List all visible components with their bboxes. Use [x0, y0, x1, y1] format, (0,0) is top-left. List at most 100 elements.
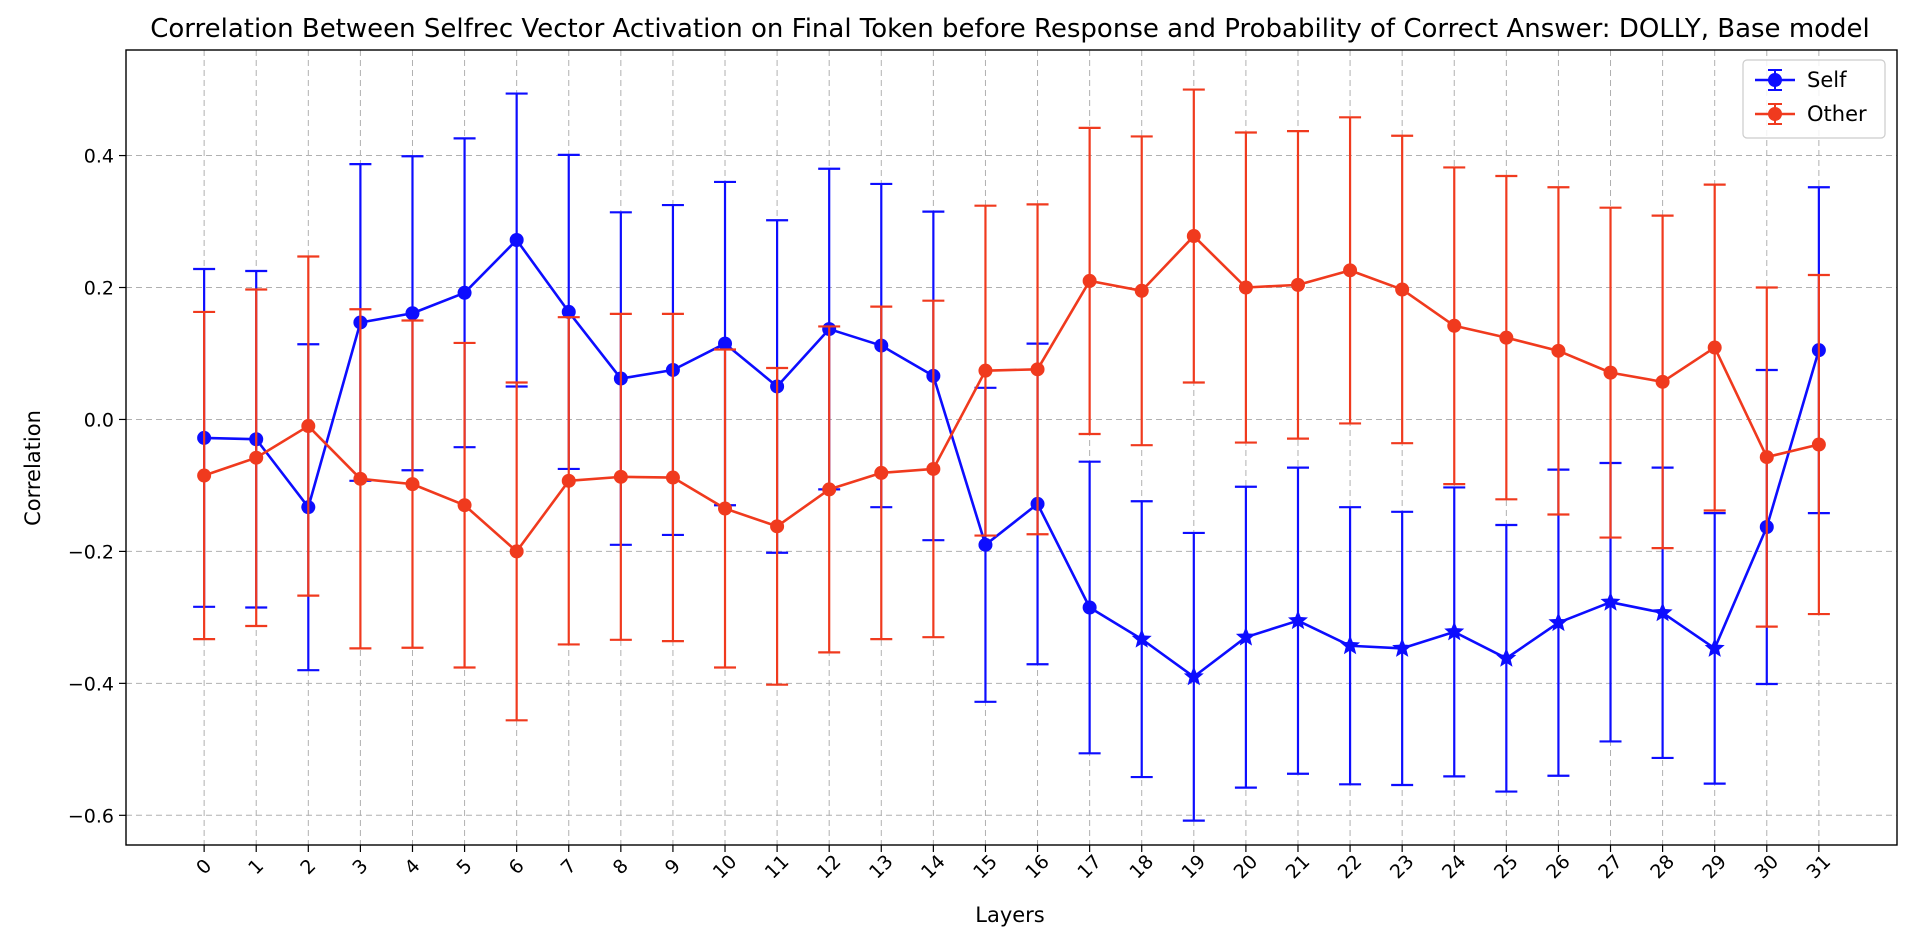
x-tick-label: 8 [609, 855, 633, 879]
x-tick-label: 24 [1438, 851, 1471, 884]
x-tick-label: 20 [1230, 851, 1263, 884]
data-point [770, 519, 785, 534]
data-point [509, 544, 524, 559]
x-tick-label: 25 [1490, 851, 1523, 884]
legend: Self Other [1742, 59, 1886, 139]
data-point [1811, 437, 1826, 452]
data-point [1603, 365, 1618, 380]
data-point [1082, 273, 1097, 288]
data-point [1395, 282, 1410, 297]
x-tick-label: 28 [1646, 851, 1679, 884]
x-axis: 0 1 2 3 4 5 6 7 8 9 10 11 12 13 14 15 16 17 18 19 20 21 22 23 24… [192, 845, 1835, 883]
y-tick-label: −0.2 [68, 541, 114, 563]
data-point [405, 306, 420, 321]
y-tick-label: 0.4 [84, 146, 114, 168]
data-point [613, 469, 628, 484]
x-tick-label: 1 [244, 855, 268, 879]
data-point-star [1496, 647, 1517, 667]
grid-layer [126, 50, 1897, 845]
data-point-star [1444, 621, 1465, 641]
data-point-star [1235, 626, 1256, 646]
error-bars-other [193, 88, 1830, 722]
x-tick-label: 27 [1594, 851, 1627, 884]
legend-marker [1768, 73, 1782, 87]
data-point-star [1392, 637, 1413, 657]
data-point-star [1131, 628, 1152, 648]
data-point [1655, 374, 1670, 389]
data-point [1186, 229, 1201, 244]
y-axis-label: Correlation [21, 410, 45, 526]
data-point [457, 498, 472, 513]
data-point [197, 468, 212, 483]
x-tick-label: 0 [192, 855, 216, 879]
data-point-star [1652, 602, 1673, 622]
data-point [718, 501, 733, 516]
x-tick-label: 5 [453, 855, 477, 879]
error-bars-self [193, 92, 1830, 822]
x-tick-label: 15 [969, 851, 1002, 884]
data-point [822, 482, 837, 497]
x-tick-label: 12 [813, 851, 846, 884]
data-point [1447, 318, 1462, 333]
data-point-star [1288, 610, 1308, 630]
data-point [1134, 283, 1149, 298]
legend-entry-other: Other [1755, 102, 1867, 126]
data-point [1551, 343, 1566, 358]
series-layer [193, 88, 1830, 822]
data-point [1499, 330, 1514, 345]
data-point [926, 461, 941, 476]
x-tick-label: 3 [348, 855, 372, 879]
data-point [405, 477, 420, 492]
data-point-star [1704, 637, 1725, 657]
series-line [204, 238, 1821, 679]
x-tick-label: 14 [917, 851, 950, 884]
data-point-star [1183, 666, 1204, 686]
x-tick-label: 22 [1334, 851, 1367, 884]
y-tick-label: −0.6 [68, 805, 114, 827]
data-point [353, 471, 368, 486]
series-line [203, 234, 1820, 553]
data-point [1759, 450, 1774, 465]
x-tick-label: 29 [1698, 851, 1731, 884]
x-axis-label: Layers [975, 903, 1045, 927]
x-tick-label: 13 [865, 851, 898, 884]
x-tick-label: 31 [1803, 851, 1836, 884]
y-tick-label: −0.4 [68, 673, 114, 695]
legend-marker [1768, 107, 1782, 121]
data-point [249, 450, 264, 465]
x-tick-label: 19 [1177, 851, 1210, 884]
series-other [193, 88, 1830, 722]
chart-title: Correlation Between Selfrec Vector Activ… [150, 14, 1870, 44]
x-tick-label: 23 [1386, 851, 1419, 884]
y-tick-label: 0.0 [84, 409, 114, 431]
x-tick-label: 10 [709, 851, 742, 884]
data-point-star [1600, 591, 1621, 611]
legend-label: Other [1807, 102, 1867, 126]
legend-entry-self: Self [1755, 68, 1847, 92]
data-point [1290, 277, 1305, 292]
data-point [978, 537, 993, 552]
data-point [457, 285, 472, 300]
x-tick-label: 17 [1073, 851, 1106, 884]
data-point-star [1340, 635, 1361, 655]
x-tick-label: 7 [557, 855, 581, 879]
data-point [1030, 362, 1045, 377]
x-tick-label: 16 [1021, 851, 1054, 884]
data-point [561, 304, 576, 319]
x-tick-label: 11 [761, 851, 794, 884]
data-point [301, 419, 316, 434]
x-tick-label: 30 [1750, 851, 1783, 884]
x-tick-label: 26 [1542, 851, 1575, 884]
data-point [1082, 600, 1097, 615]
data-point [978, 363, 993, 378]
data-point [1707, 340, 1722, 355]
y-tick-label: 0.2 [84, 278, 114, 300]
x-tick-label: 2 [296, 855, 320, 879]
data-point [874, 465, 889, 480]
data-point [1238, 280, 1253, 295]
x-tick-label: 6 [505, 855, 529, 879]
data-point [1343, 263, 1358, 278]
x-tick-label: 18 [1125, 851, 1158, 884]
x-tick-label: 4 [400, 855, 424, 879]
